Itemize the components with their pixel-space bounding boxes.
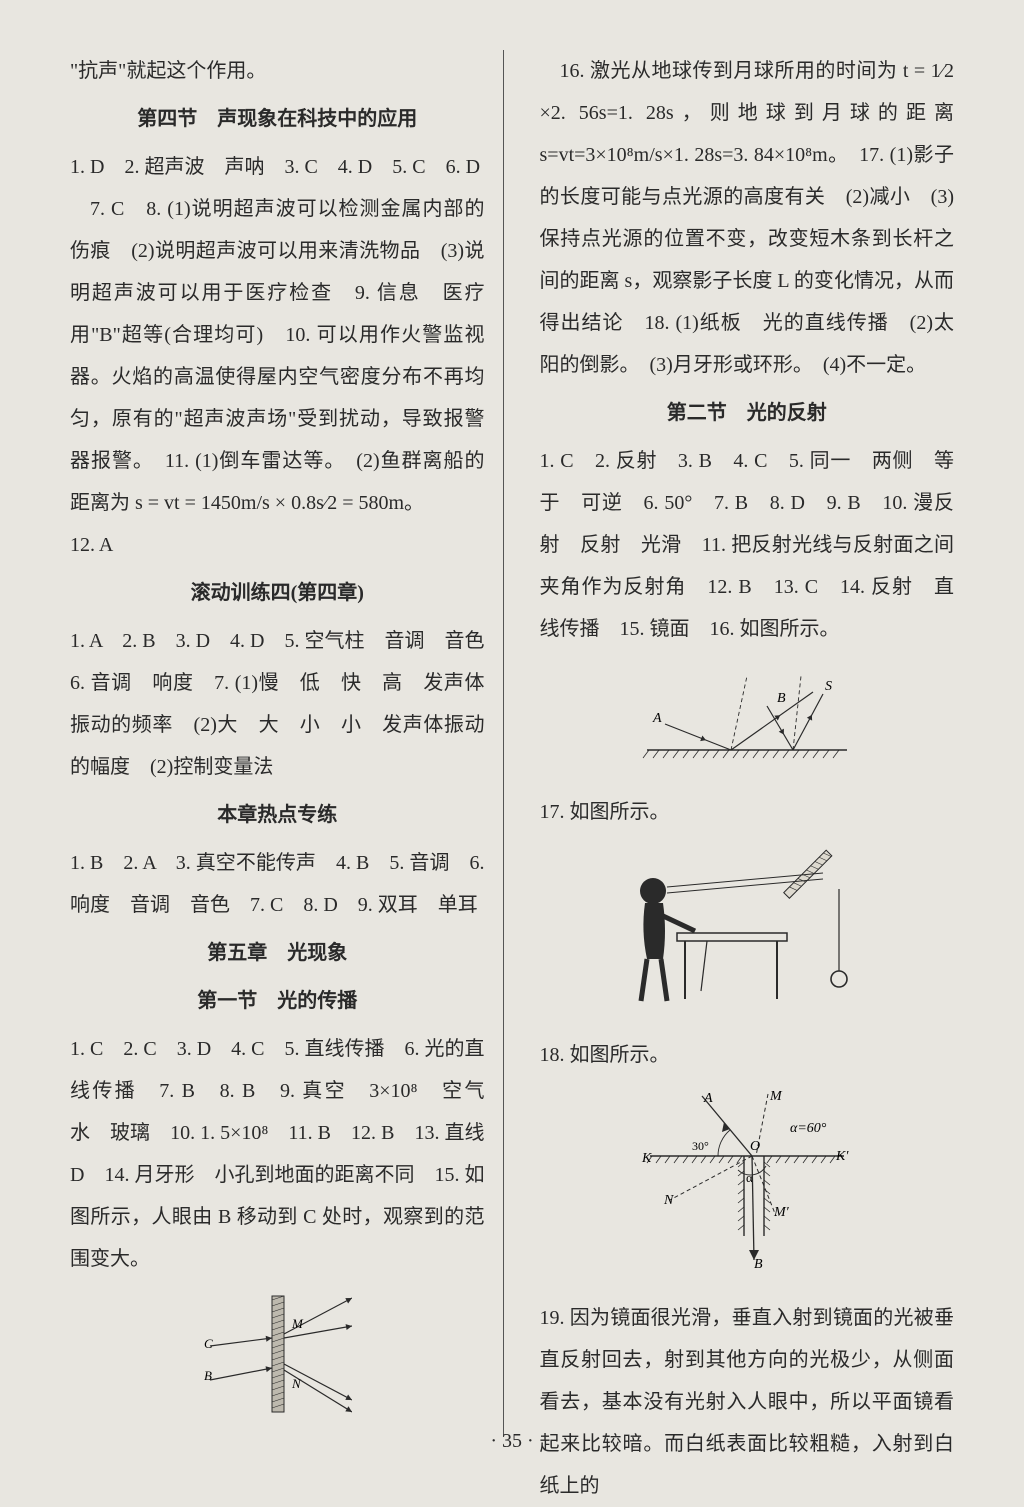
right-column: 16. 激光从地球传到月球所用的时间为 t = 1⁄2 ×2. 56s=1. 2… [540,50,955,1437]
svg-text:M: M [769,1089,783,1104]
rolling4-title: 滚动训练四(第四章) [70,572,485,614]
fig17-svg [617,841,877,1011]
q19: 19. 因为镜面很光滑，垂直入射到镜面的光被垂直反射回去，射到其他方向的光极少，… [540,1297,955,1507]
line18: 18. 如图所示。 [540,1034,955,1076]
line17: 17. 如图所示。 [540,791,955,833]
sec4-line0: 1. D 2. 超声波 声呐 3. C 4. D 5. C 6. D [70,146,485,188]
svg-text:M: M [291,1316,304,1331]
hot-body: 1. B 2. A 3. 真空不能传声 4. B 5. 音调 6. 响度 音调 … [70,842,485,926]
svg-text:O: O [750,1139,760,1154]
figure-16: A B S [540,658,955,783]
ch5-s1-body: 1. C 2. C 3. D 4. C 5. 直线传播 6. 光的直线传播 7.… [70,1028,485,1280]
hot-title: 本章热点专练 [70,794,485,836]
section4-title: 第四节 声现象在科技中的应用 [70,98,485,140]
sec4-line1: 7. C 8. (1)说明超声波可以检测金属内部的伤痕 (2)说明超声波可以用来… [70,188,485,524]
svg-text:B: B [204,1368,212,1383]
left-column: "抗声"就起这个作用。 第四节 声现象在科技中的应用 1. D 2. 超声波 声… [70,50,504,1437]
figure-15: B C M N [70,1288,485,1433]
svg-text:M′: M′ [773,1205,790,1220]
page-columns: "抗声"就起这个作用。 第四节 声现象在科技中的应用 1. D 2. 超声波 声… [70,50,954,1437]
figure-17 [540,841,955,1026]
roll4-body: 1. A 2. B 3. D 4. D 5. 空气柱 音调 音色 6. 音调 响… [70,620,485,788]
s2-body: 1. C 2. 反射 3. B 4. C 5. 同一 两侧 等于 可逆 6. 5… [540,440,955,650]
ch5-s1-title: 第一节 光的传播 [70,980,485,1022]
svg-text:30°: 30° [692,1139,709,1153]
fig15-svg: B C M N [202,1288,352,1418]
svg-text:N: N [291,1376,302,1391]
right-top-body: 16. 激光从地球传到月球所用的时间为 t = 1⁄2 ×2. 56s=1. 2… [540,50,955,386]
figure-18: 30°αAMα=60°KOK′NM′B [540,1084,955,1289]
ch5-s2-title: 第二节 光的反射 [540,392,955,434]
svg-text:S: S [825,679,832,694]
svg-text:A: A [703,1091,713,1106]
svg-text:N: N [663,1193,674,1208]
left-intro: "抗声"就起这个作用。 [70,50,485,92]
fig16-svg: A B S [637,658,857,768]
svg-text:C: C [204,1336,213,1351]
svg-text:α=60°: α=60° [790,1121,827,1136]
page-number: · 35 · [0,1430,1024,1453]
svg-text:B: B [777,691,786,706]
svg-text:K: K [641,1151,652,1166]
svg-text:B: B [754,1257,763,1272]
svg-text:A: A [652,711,662,726]
sec4-line2: 12. A [70,524,485,566]
svg-text:K′: K′ [835,1149,849,1164]
fig18-svg: 30°αAMα=60°KOK′NM′B [632,1084,862,1274]
chapter5-title: 第五章 光现象 [70,932,485,974]
